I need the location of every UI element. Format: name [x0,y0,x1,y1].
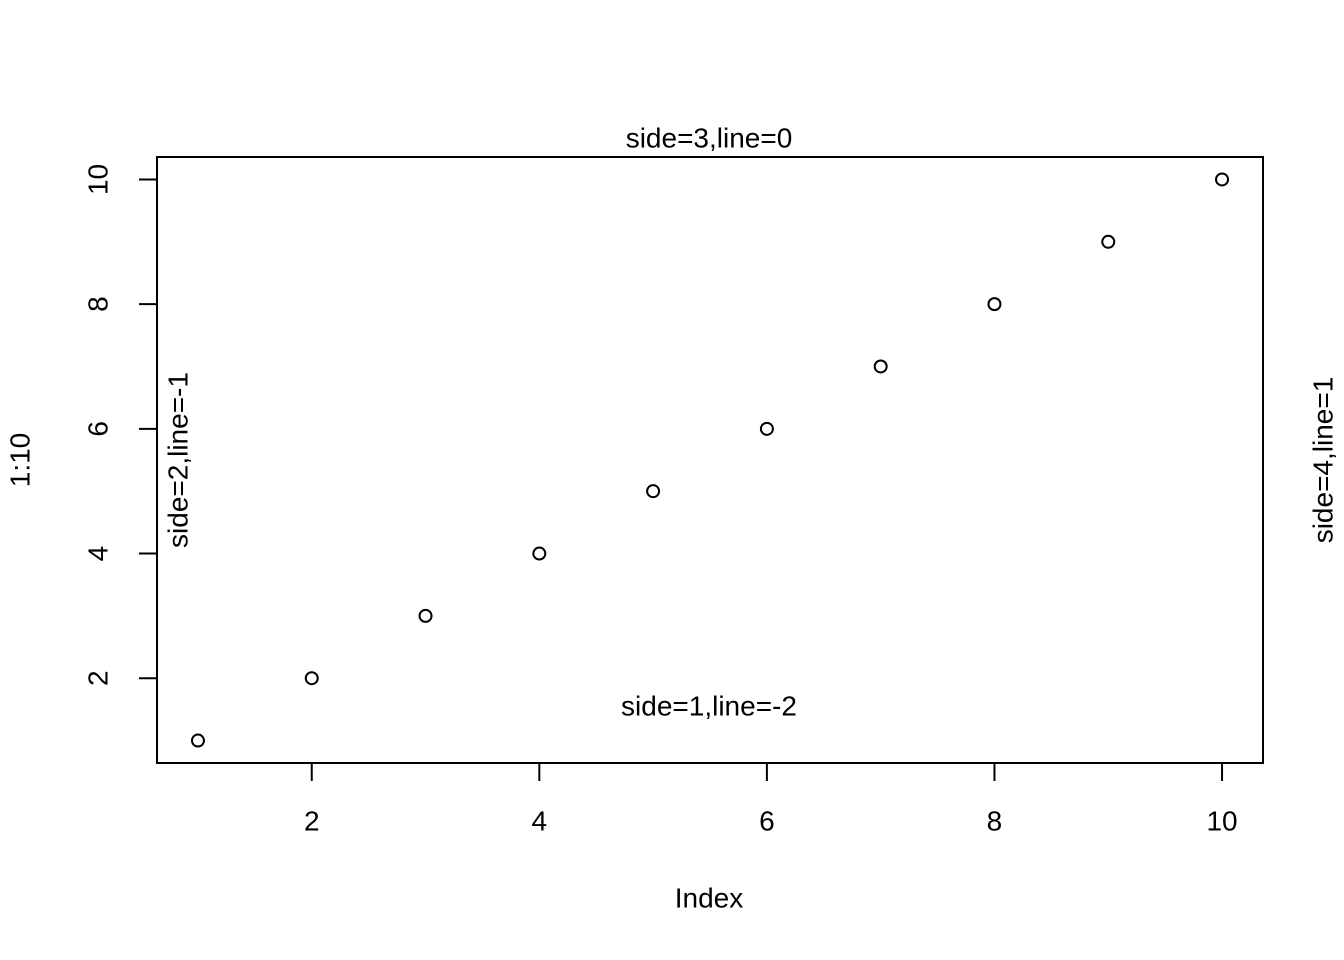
plot-box [156,156,1264,764]
x-axis-label: Index [675,882,744,913]
x-tick-label: 10 [1206,805,1237,836]
y-axis-label: 1:10 [4,433,35,488]
point [190,733,205,748]
point [987,297,1002,312]
y-tick-label: 2 [82,670,113,686]
annotation: side=1,line=-2 [621,690,797,721]
point [1101,234,1116,249]
point [532,546,547,561]
point [646,484,661,499]
point [304,671,319,686]
y-tick-label: 6 [82,421,113,437]
y-tick-label: 10 [82,164,113,195]
x-tick-label: 6 [759,805,775,836]
annotation: side=3,line=0 [626,122,793,153]
x-tick-label: 8 [987,805,1003,836]
point [873,359,888,374]
y-tick-label: 8 [82,296,113,312]
annotation: side=2,line=-1 [162,372,193,548]
x-tick-label: 4 [532,805,548,836]
annotation: side=4,line=1 [1307,377,1338,544]
point [759,421,774,436]
point [418,608,433,623]
x-tick-label: 2 [304,805,320,836]
point [1215,172,1230,187]
y-tick-label: 4 [82,546,113,562]
